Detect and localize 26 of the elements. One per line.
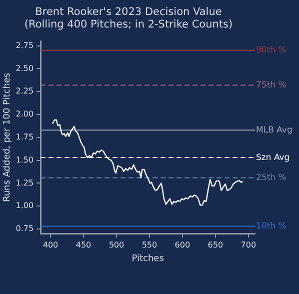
y-tick-label: 1.00	[16, 201, 34, 210]
ref-line-label: 75th %	[256, 80, 286, 90]
y-tick-label: 2.00	[16, 110, 34, 119]
y-axis-title: Runs Added, per 100 Pitches	[2, 72, 13, 202]
ref-line-label: MLB Avg	[256, 125, 292, 136]
chart-title: Brent Rooker's 2023 Decision Value	[35, 6, 222, 18]
ref-line-label: 25th %	[256, 172, 286, 183]
x-tick-label: 700	[240, 240, 256, 250]
chart-subtitle: (Rolling 400 Pitches; in 2-Strike Counts)	[24, 18, 233, 31]
y-tick-label: 1.25	[16, 178, 34, 188]
ref-line-label: 10th %	[256, 221, 286, 232]
y-tick-label: 0.75	[16, 224, 34, 234]
y-tick-label: 2.50	[16, 64, 34, 73]
x-tick-label: 600	[174, 240, 190, 250]
y-tick-label: 2.75	[16, 40, 34, 50]
x-axis-title: Pitches	[132, 254, 164, 264]
x-tick-label: 400	[42, 240, 58, 250]
ref-line-label: Szn Avg	[256, 152, 290, 163]
ref-line-label: 90th %	[256, 46, 286, 56]
y-tick-label: 2.25	[16, 86, 34, 96]
y-tick-label: 1.75	[16, 132, 34, 142]
x-tick-label: 450	[76, 240, 92, 250]
x-tick-label: 550	[142, 240, 158, 250]
x-tick-label: 500	[108, 240, 124, 250]
y-tick-label: 1.50	[16, 155, 34, 164]
x-tick-label: 650	[208, 240, 224, 250]
